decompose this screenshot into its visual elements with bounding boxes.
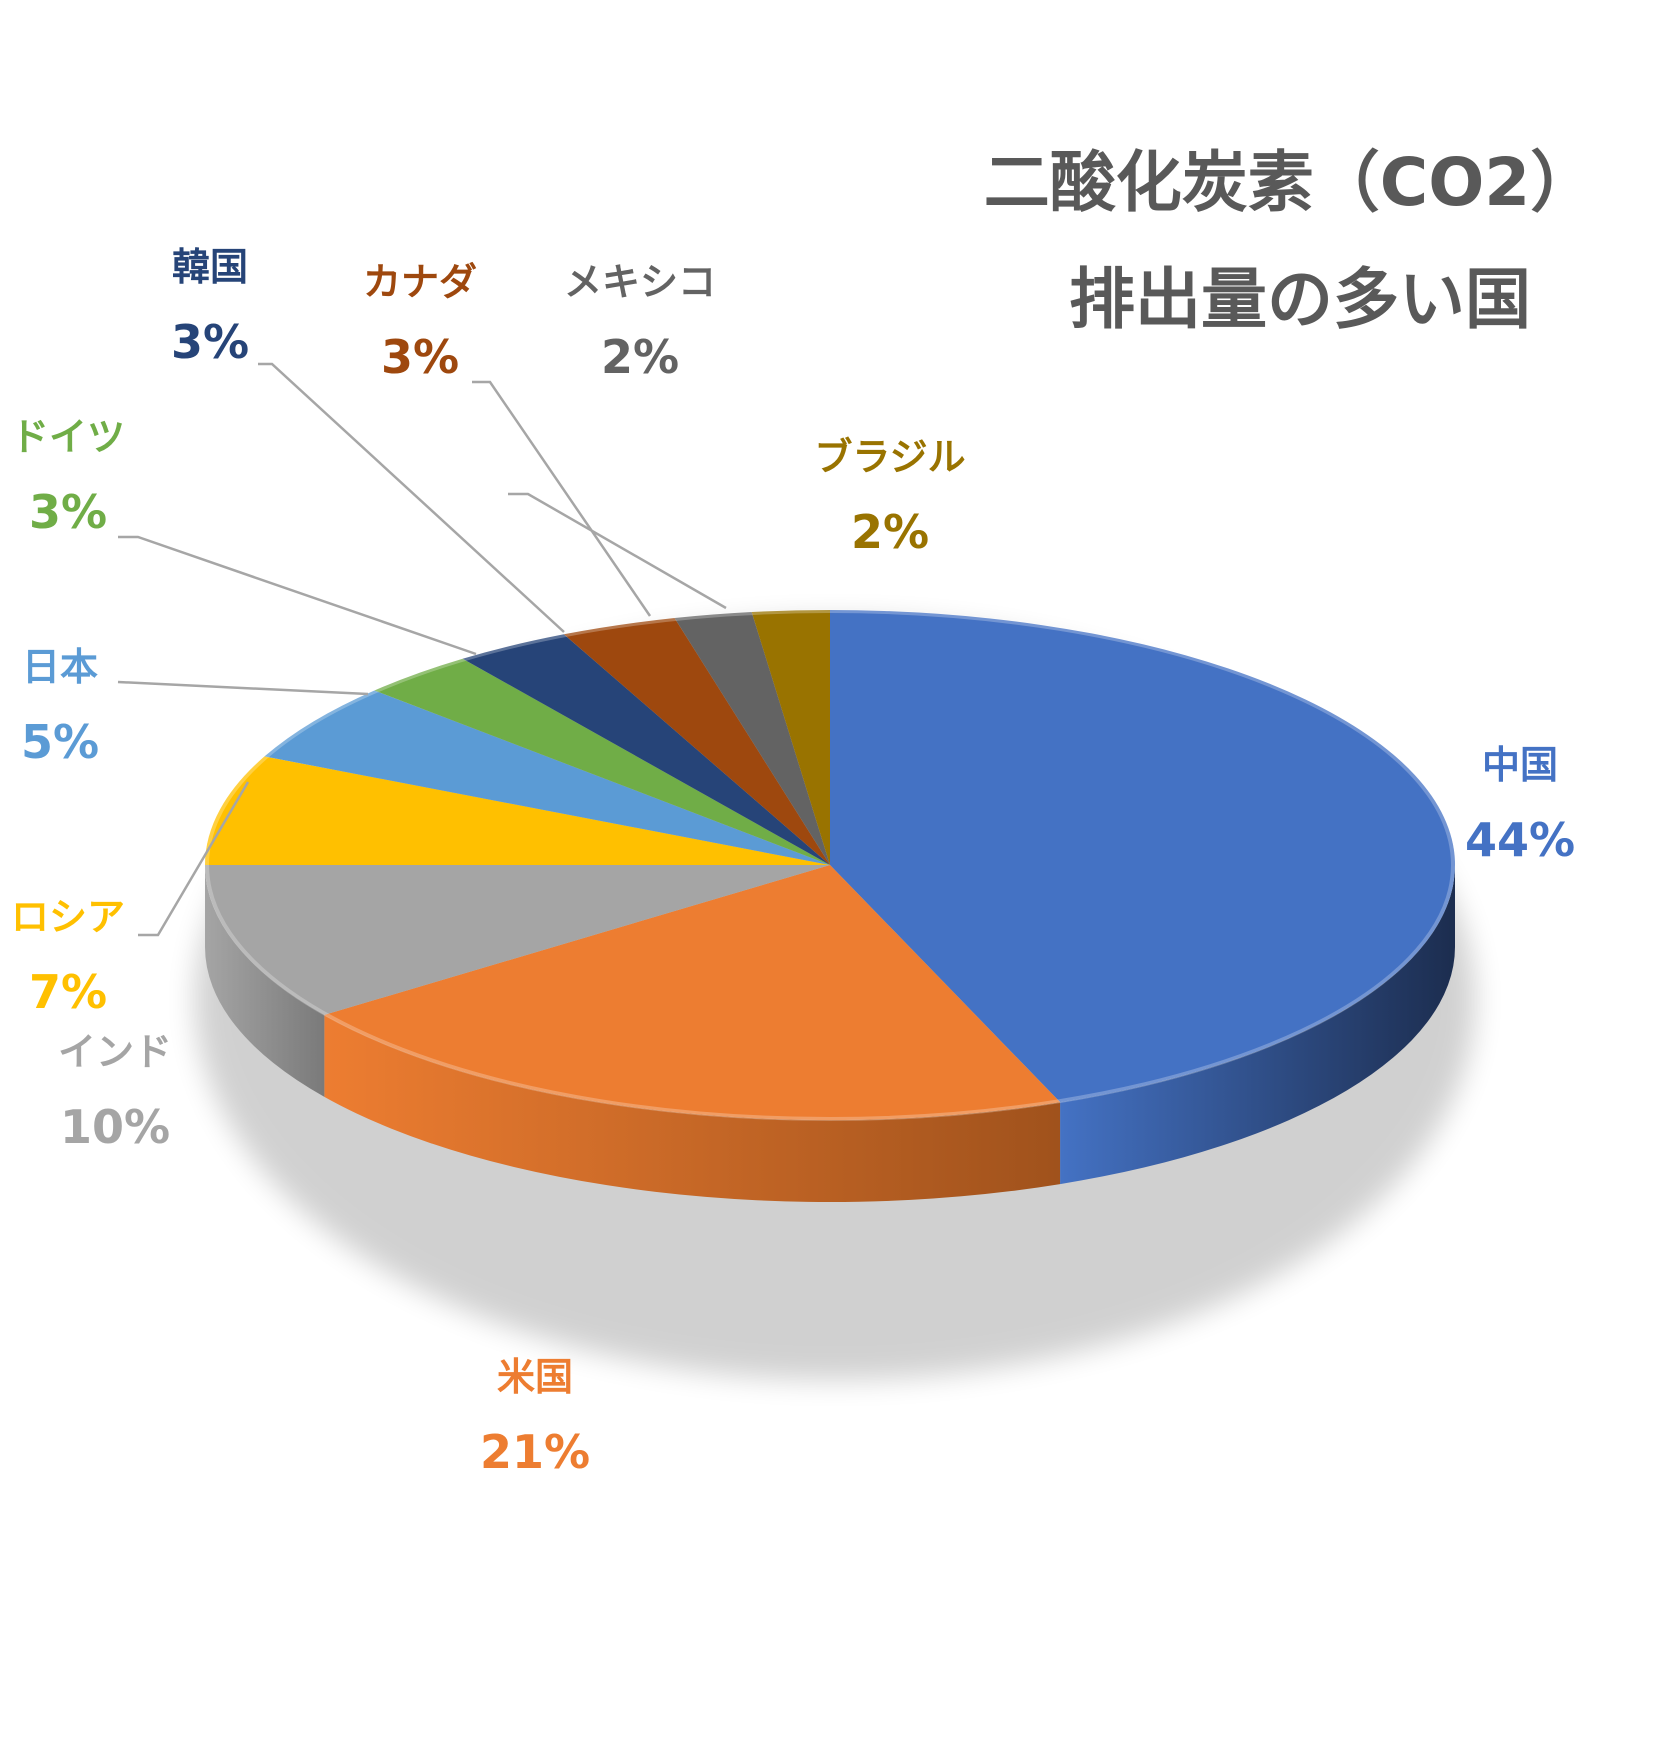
data-label-9: メキシコ 2% <box>564 260 716 384</box>
data-label-name: 日本 <box>22 645 98 689</box>
data-label-name: ブラジル <box>814 435 965 479</box>
leader-line-5 <box>118 682 368 694</box>
data-label-value: 2% <box>851 505 929 559</box>
data-label-name: 米国 <box>497 1355 573 1399</box>
data-label-10: ブラジル 2% <box>814 435 965 559</box>
data-label-name: カナダ <box>363 260 477 304</box>
data-label-name: メキシコ <box>564 260 716 304</box>
chart-title: 二酸化炭素（CO2） 排出量の多い国 <box>984 144 1596 338</box>
data-label-value: 10% <box>60 1100 170 1154</box>
leader-line-9 <box>508 494 726 608</box>
data-label-value: 21% <box>480 1425 590 1479</box>
leader-line-7 <box>258 364 564 632</box>
data-label-4: ロシア 7% <box>11 895 125 1019</box>
data-label-name: 韓国 <box>172 245 248 289</box>
pie-tops <box>205 610 1455 1120</box>
data-label-7: 韓国 3% <box>171 245 249 369</box>
chart-title-line-2: 排出量の多い国 <box>1069 261 1531 338</box>
data-label-2: 米国 21% <box>480 1355 590 1479</box>
data-label-8: カナダ 3% <box>363 260 477 384</box>
data-label-name: インド <box>58 1030 172 1074</box>
data-label-1: 中国 44% <box>1465 743 1575 867</box>
data-label-value: 7% <box>29 965 107 1019</box>
data-label-value: 3% <box>29 485 107 539</box>
data-label-6: ドイツ 3% <box>11 415 125 539</box>
data-label-value: 3% <box>171 315 249 369</box>
data-label-name: ドイツ <box>11 415 125 459</box>
data-label-value: 44% <box>1465 813 1575 867</box>
data-label-value: 2% <box>601 330 679 384</box>
chart-title-line-1: 二酸化炭素（CO2） <box>984 144 1596 221</box>
data-label-value: 3% <box>381 330 459 384</box>
data-label-3: インド 10% <box>58 1030 172 1154</box>
leader-line-8 <box>472 382 650 616</box>
data-label-name: ロシア <box>11 895 125 939</box>
data-label-5: 日本 5% <box>21 645 99 769</box>
data-label-name: 中国 <box>1482 743 1558 787</box>
data-label-value: 5% <box>21 715 99 769</box>
leader-line-6 <box>118 537 476 654</box>
